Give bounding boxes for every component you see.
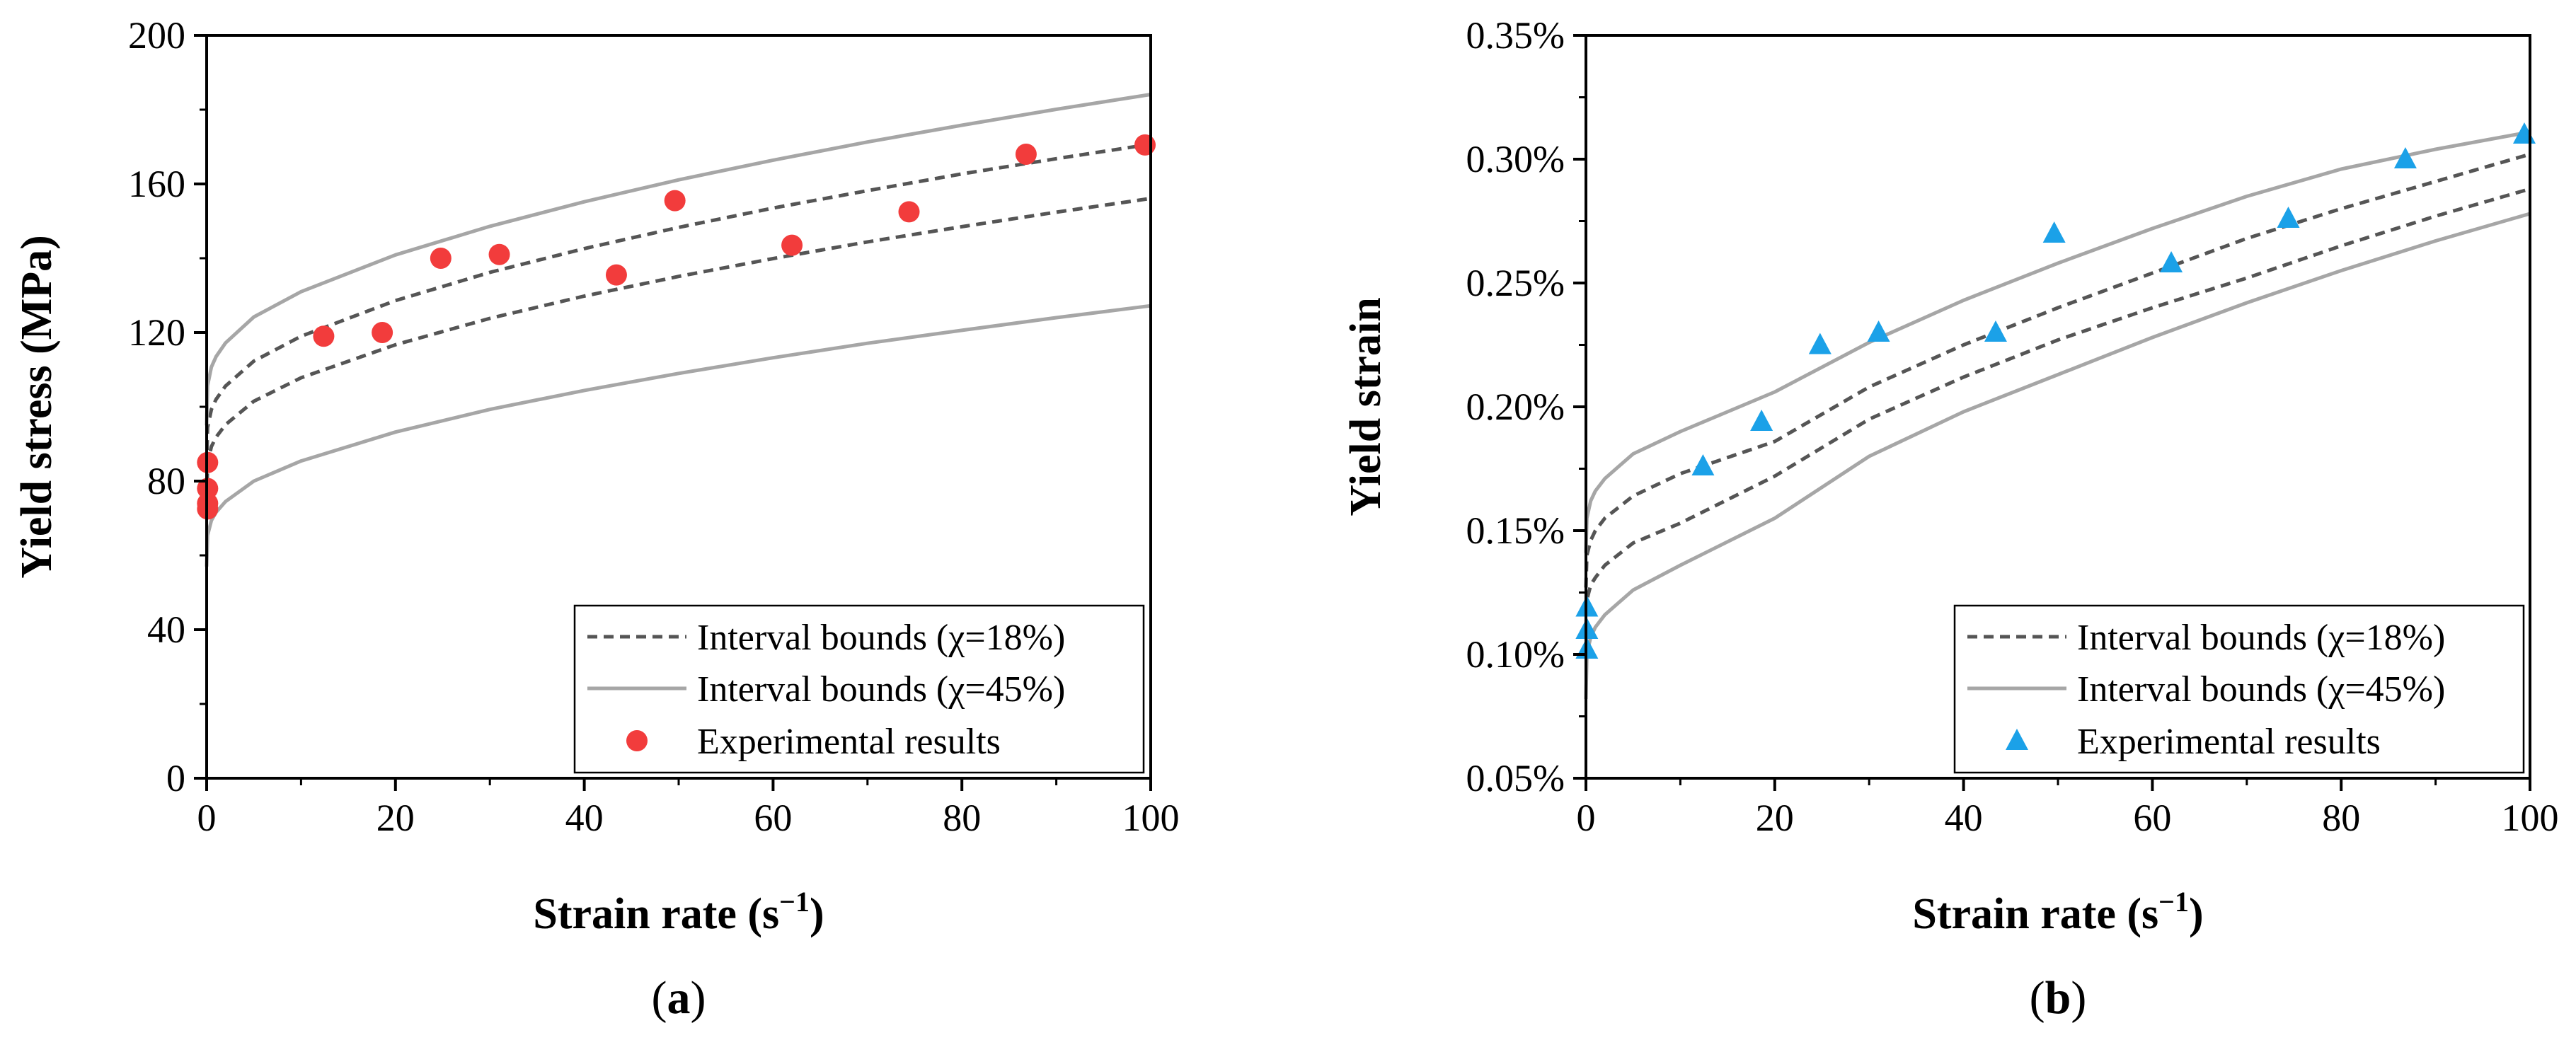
panel-b-data-point: [1750, 410, 1773, 431]
panel-b: 0 20 40 60 80 100 0.05% 0.10% 0.15% 0.20% 0.25% 0.3…: [1342, 14, 2559, 1024]
panel-a-y-tick-label: 40: [147, 608, 185, 651]
panel-a-data-points: [197, 134, 1156, 520]
panel-a-y-tick-label: 200: [128, 14, 185, 57]
panel-b-data-point: [1984, 320, 2007, 342]
panel-b-x-tick-label: 20: [1756, 797, 1794, 839]
panel-a-legend: Interval bounds (χ=18%) Interval bounds …: [573, 604, 1145, 774]
panel-a-y-tick-label: 0: [166, 757, 185, 799]
panel-b-legend-label-18: Interval bounds (χ=18%): [2077, 618, 2445, 658]
panel-a-data-point: [372, 322, 393, 343]
panel-b-x-tick-label: 60: [2133, 797, 2171, 839]
panel-b-x-axis-title: Strain rate (s−1): [1912, 886, 2203, 938]
panel-a-ticks: 0 20 40 60 80 100 0 40 80 120 160 200: [128, 14, 1180, 839]
panel-a-x-tick-label: 0: [197, 797, 217, 839]
panel-a-label: (a): [652, 972, 706, 1024]
panel-b-x-tick-label: 100: [2502, 797, 2559, 839]
panel-a-x-tick-label: 20: [376, 797, 415, 839]
panel-b-x-tick-label: 40: [1945, 797, 1983, 839]
panel-a-data-point: [605, 264, 627, 286]
panel-b-curve-chi45-upper: [1584, 130, 2531, 553]
panel-b-plot-frame: [1585, 34, 2531, 780]
panel-a-data-point: [781, 234, 803, 256]
panel-a-data-point: [488, 243, 510, 265]
panel-a-curve-chi18-lower: [205, 197, 1151, 500]
panel-b-y-tick-label: 0.30%: [1466, 138, 1565, 180]
panel-b-x-tick-label: 80: [2322, 797, 2360, 839]
panel-a: 0 20 40 60 80 100 0 40 80 120 160 200 Yield stress …: [13, 14, 1180, 1024]
panel-a-x-tick-label: 80: [943, 797, 981, 839]
panel-a-data-point: [1015, 144, 1037, 165]
panel-a-x-tick-label: 60: [754, 797, 792, 839]
panel-a-data-point: [313, 325, 335, 347]
panel-a-curve-chi18-upper: [205, 142, 1151, 467]
panel-a-legend-label-18: Interval bounds (χ=18%): [697, 618, 1065, 658]
panel-b-y-tick-label: 0.35%: [1466, 14, 1565, 57]
panel-b-data-point: [1867, 320, 1890, 342]
panel-a-legend-label-45: Interval bounds (χ=45%): [697, 669, 1065, 710]
panel-a-legend-circle-marker: [626, 730, 648, 751]
panel-b-legend-label-experimental: Experimental results: [2077, 722, 2381, 762]
panel-a-y-tick-label: 120: [128, 311, 185, 354]
panel-a-x-tick-label: 40: [565, 797, 604, 839]
panel-b-data-point: [1691, 454, 1715, 475]
panel-a-data-point: [430, 248, 452, 269]
panel-a-curve-chi45-lower: [205, 304, 1151, 567]
panel-b-data-point: [1808, 333, 1832, 354]
panel-a-x-axis-title: Strain rate (s−1): [533, 886, 824, 938]
panel-a-y-tick-label: 160: [128, 163, 185, 205]
panel-a-legend-label-experimental: Experimental results: [697, 722, 1001, 762]
panel-a-curves: [205, 93, 1151, 567]
panel-b-curve-chi18-lower: [1584, 187, 2531, 630]
panel-a-data-point: [1134, 134, 1156, 156]
panel-b-legend-triangle-marker: [2006, 729, 2028, 750]
panel-b-legend-label-45: Interval bounds (χ=45%): [2077, 669, 2445, 710]
panel-a-y-axis-title: Yield stress (MPa): [13, 235, 61, 579]
panel-b-data-point: [2160, 251, 2183, 272]
panel-b-data-points: [1575, 122, 2536, 659]
panel-b-y-tick-label: 0.15%: [1466, 509, 1565, 552]
panel-b-x-tick-label: 0: [1577, 797, 1596, 839]
panel-a-data-point: [898, 201, 920, 223]
panel-b-data-point: [2277, 207, 2300, 228]
panel-b-data-point: [2042, 221, 2066, 243]
panel-b-y-axis-title: Yield strain: [1342, 297, 1390, 516]
panel-a-y-tick-label: 80: [147, 460, 185, 502]
panel-a-x-tick-label: 100: [1122, 797, 1180, 839]
panel-b-legend: Interval bounds (χ=18%) Interval bounds …: [1953, 604, 2525, 774]
panel-b-ticks: 0 20 40 60 80 100 0.05% 0.10% 0.15% 0.20% 0.25% 0.3…: [1466, 14, 2559, 839]
panel-b-curve-chi18-upper: [1584, 152, 2531, 588]
panel-b-y-tick-label: 0.10%: [1466, 633, 1565, 676]
panel-b-y-tick-label: 0.20%: [1466, 386, 1565, 428]
panel-b-label: (b): [2030, 972, 2087, 1024]
panel-a-curve-chi45-upper: [205, 93, 1151, 426]
panel-b-data-point: [2393, 147, 2417, 168]
panel-a-data-point: [664, 190, 686, 212]
panel-a-plot-frame: [205, 34, 1152, 780]
panel-b-y-tick-label: 0.25%: [1466, 262, 1565, 304]
panel-b-y-tick-label: 0.05%: [1466, 757, 1565, 799]
